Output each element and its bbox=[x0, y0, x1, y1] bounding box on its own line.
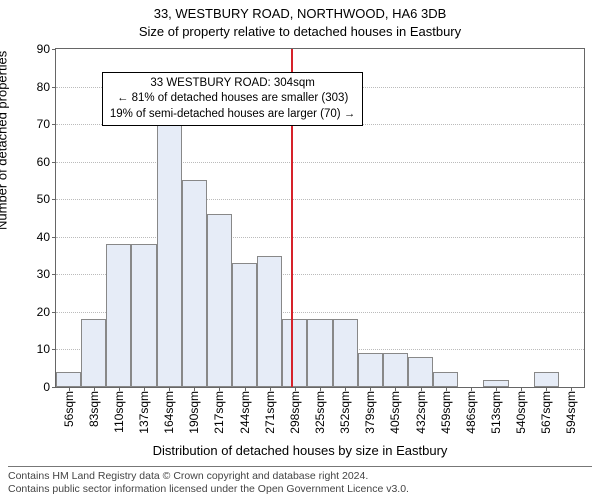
xtick-label: 83sqm bbox=[87, 391, 101, 427]
title-sub: Size of property relative to detached ho… bbox=[0, 24, 600, 39]
xtick-mark bbox=[521, 387, 522, 391]
ytick-mark bbox=[52, 87, 56, 88]
xtick-label: 325sqm bbox=[313, 391, 327, 434]
xtick-label: 594sqm bbox=[564, 391, 578, 434]
figure: 33, WESTBURY ROAD, NORTHWOOD, HA6 3DB Si… bbox=[0, 0, 600, 500]
ytick-mark bbox=[52, 162, 56, 163]
xtick-label: 379sqm bbox=[363, 391, 377, 434]
xtick-label: 271sqm bbox=[263, 391, 277, 434]
ytick-label: 0 bbox=[43, 380, 50, 394]
ytick-mark bbox=[52, 387, 56, 388]
xtick-label: 244sqm bbox=[238, 391, 252, 434]
xtick-label: 190sqm bbox=[187, 391, 201, 434]
xtick-label: 513sqm bbox=[489, 391, 503, 434]
xtick-mark bbox=[421, 387, 422, 391]
xtick-label: 298sqm bbox=[288, 391, 302, 434]
xtick-mark bbox=[320, 387, 321, 391]
xtick-label: 567sqm bbox=[539, 391, 553, 434]
bar bbox=[131, 244, 156, 387]
xtick-mark bbox=[345, 387, 346, 391]
ytick-label: 50 bbox=[37, 192, 50, 206]
footer-line-1: Contains HM Land Registry data © Crown c… bbox=[8, 470, 592, 483]
xtick-label: 432sqm bbox=[414, 391, 428, 434]
y-axis-label: Number of detached properties bbox=[0, 51, 10, 230]
xtick-label: 405sqm bbox=[388, 391, 402, 434]
bar bbox=[358, 353, 383, 387]
xtick-mark bbox=[69, 387, 70, 391]
callout-line-1: 33 WESTBURY ROAD: 304sqm bbox=[110, 76, 355, 92]
xtick-mark bbox=[270, 387, 271, 391]
xtick-label: 217sqm bbox=[212, 391, 226, 434]
xtick-label: 110sqm bbox=[112, 391, 126, 433]
ytick-label: 10 bbox=[37, 342, 50, 356]
bar bbox=[333, 319, 358, 387]
bar bbox=[483, 380, 508, 388]
xtick-label: 164sqm bbox=[162, 391, 176, 434]
xtick-label: 540sqm bbox=[514, 391, 528, 434]
title-main: 33, WESTBURY ROAD, NORTHWOOD, HA6 3DB bbox=[0, 6, 600, 21]
ytick-label: 30 bbox=[37, 267, 50, 281]
ytick-mark bbox=[52, 199, 56, 200]
callout-line-3: 19% of semi-detached houses are larger (… bbox=[110, 107, 355, 123]
xtick-mark bbox=[370, 387, 371, 391]
bar bbox=[383, 353, 408, 387]
xtick-label: 459sqm bbox=[439, 391, 453, 434]
x-axis-label: Distribution of detached houses by size … bbox=[0, 443, 600, 458]
xtick-label: 352sqm bbox=[338, 391, 352, 434]
bar bbox=[182, 180, 207, 387]
xtick-mark bbox=[194, 387, 195, 391]
ytick-label: 60 bbox=[37, 155, 50, 169]
xtick-label: 137sqm bbox=[137, 391, 151, 434]
bar bbox=[534, 372, 559, 387]
xtick-mark bbox=[169, 387, 170, 391]
ytick-mark bbox=[52, 49, 56, 50]
bar bbox=[257, 256, 282, 387]
bar bbox=[232, 263, 257, 387]
xtick-mark bbox=[395, 387, 396, 391]
bar bbox=[282, 319, 307, 387]
bar bbox=[56, 372, 81, 387]
xtick-mark bbox=[295, 387, 296, 391]
bar bbox=[207, 214, 232, 387]
ytick-mark bbox=[52, 349, 56, 350]
ytick-label: 80 bbox=[37, 80, 50, 94]
xtick-mark bbox=[446, 387, 447, 391]
ytick-label: 70 bbox=[37, 117, 50, 131]
plot-area: 33 WESTBURY ROAD: 304sqm ← 81% of detach… bbox=[55, 48, 585, 388]
bar bbox=[433, 372, 458, 387]
footer: Contains HM Land Registry data © Crown c… bbox=[8, 466, 592, 496]
footer-line-2: Contains public sector information licen… bbox=[8, 483, 592, 496]
bar bbox=[408, 357, 433, 387]
ytick-label: 90 bbox=[37, 42, 50, 56]
xtick-mark bbox=[496, 387, 497, 391]
ytick-label: 20 bbox=[37, 305, 50, 319]
xtick-mark bbox=[219, 387, 220, 391]
ytick-mark bbox=[52, 274, 56, 275]
ytick-mark bbox=[52, 237, 56, 238]
xtick-mark bbox=[119, 387, 120, 391]
ytick-label: 40 bbox=[37, 230, 50, 244]
ytick-mark bbox=[52, 124, 56, 125]
bar bbox=[157, 113, 182, 387]
bar bbox=[81, 319, 106, 387]
xtick-mark bbox=[571, 387, 572, 391]
ytick-mark bbox=[52, 312, 56, 313]
xtick-mark bbox=[245, 387, 246, 391]
xtick-mark bbox=[471, 387, 472, 391]
xtick-mark bbox=[546, 387, 547, 391]
bar bbox=[307, 319, 332, 387]
xtick-label: 56sqm bbox=[62, 391, 76, 427]
callout-box: 33 WESTBURY ROAD: 304sqm ← 81% of detach… bbox=[102, 72, 363, 127]
xtick-label: 486sqm bbox=[464, 391, 478, 434]
callout-line-2: ← 81% of detached houses are smaller (30… bbox=[110, 91, 355, 107]
xtick-mark bbox=[94, 387, 95, 391]
xtick-mark bbox=[144, 387, 145, 391]
bar bbox=[106, 244, 131, 387]
